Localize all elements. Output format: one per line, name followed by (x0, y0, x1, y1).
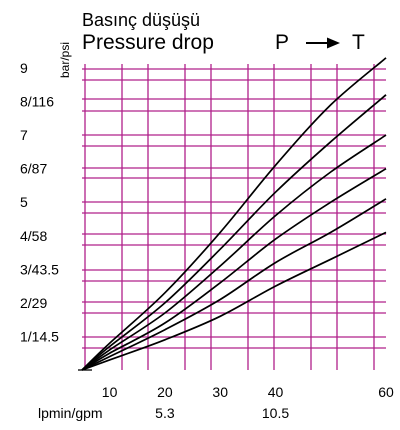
y-tick-label: 2/29 (20, 295, 47, 311)
chart-title-english: Pressure drop (82, 31, 214, 54)
chart-title-turkish: Basınç düşüşü (82, 10, 200, 30)
series-line-2 (81, 94, 387, 371)
x-tick-label: 40 (268, 384, 284, 400)
flow-from-label: P (275, 31, 289, 54)
x-tick-label: 30 (212, 384, 228, 400)
x-secondary-tick-label: 10.5 (262, 405, 289, 421)
series-line-4 (81, 167, 387, 371)
y-tick-label: 8/116 (20, 94, 54, 110)
x-tick-labels: 10 20 30 40 60 5.3 10.5 (102, 384, 394, 421)
y-tick-label: 6/87 (20, 161, 47, 177)
series-line-3 (81, 134, 387, 371)
x-tick-label: 60 (378, 384, 394, 400)
y-tick-labels: 9 8/116 7 6/87 5 4/58 3/43.5 2/29 1/14.5 (20, 60, 59, 344)
flow-arrow-icon (306, 37, 340, 49)
y-tick-label: 3/43.5 (20, 261, 59, 277)
series-line-1 (81, 57, 387, 371)
x-secondary-tick-label: 5.3 (155, 405, 175, 421)
series-lines (78, 57, 387, 371)
x-tick-label: 10 (102, 384, 118, 400)
y-tick-label: 4/58 (20, 228, 47, 244)
y-tick-label: 1/14.5 (20, 328, 59, 344)
y-tick-label: 7 (20, 127, 28, 143)
y-tick-label: 9 (20, 60, 28, 76)
y-tick-label: 5 (20, 194, 28, 210)
x-tick-label: 20 (157, 384, 173, 400)
x-axis-label: lpmin/gpm (38, 405, 103, 421)
y-axis-label: bar/psi (58, 42, 72, 78)
series-line-6 (81, 231, 387, 371)
flow-to-label: T (352, 31, 365, 54)
series-line-5 (81, 198, 387, 371)
